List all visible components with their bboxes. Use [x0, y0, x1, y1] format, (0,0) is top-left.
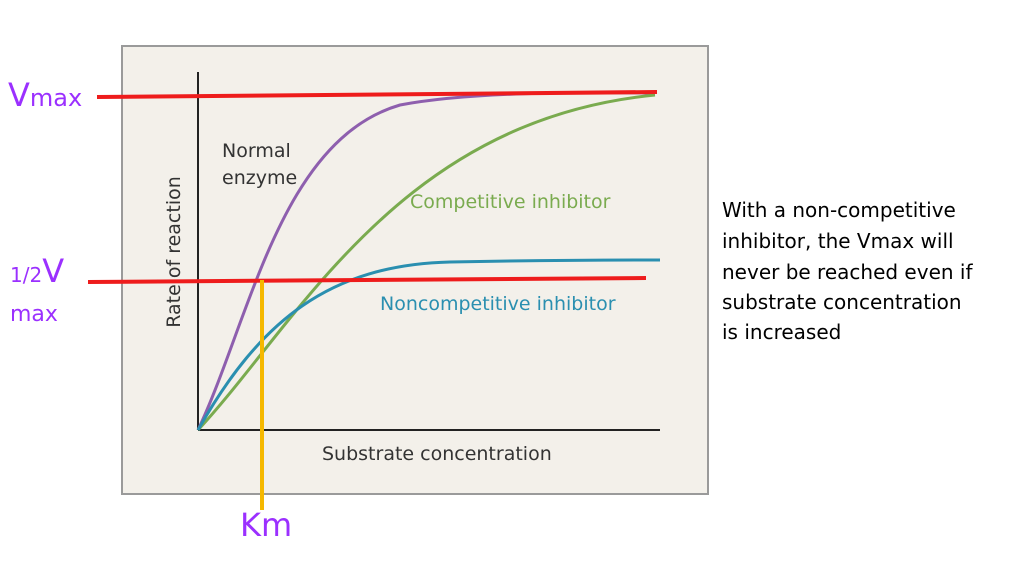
note-line: With a non-competitive — [722, 198, 956, 222]
diagram-panel: Rate of reaction Substrate concentration… — [121, 45, 709, 495]
vmax-label: Vmax — [8, 76, 82, 114]
note-line: never be reached even if — [722, 260, 973, 284]
note-line: is increased — [722, 320, 841, 344]
vmax-symbol: V — [8, 76, 30, 114]
note-line: inhibitor, the Vmax will — [722, 229, 954, 253]
competitive-curve — [196, 93, 656, 432]
noncompetitive-curve — [196, 258, 661, 431]
half-subscript: max — [10, 302, 58, 327]
note-line: substrate concentration — [722, 290, 962, 314]
y-axis-label: Rate of reaction — [163, 176, 185, 328]
half-vmax-line — [87, 276, 647, 284]
x-axis-label: Substrate concentration — [322, 443, 552, 465]
half-symbol: V — [42, 252, 64, 290]
panel-background — [121, 45, 709, 495]
vmax-line — [96, 90, 658, 99]
noncompetitive-label: Noncompetitive inhibitor — [380, 293, 616, 315]
vmax-subscript: max — [30, 84, 82, 112]
half-fraction: 1/2 — [10, 263, 42, 287]
note: With a non-competitive inhibitor, the Vm… — [722, 198, 973, 344]
normal-label: Normal — [222, 140, 291, 162]
competitive-label: Competitive inhibitor — [410, 191, 611, 213]
km-label: Km — [240, 506, 292, 544]
normal-label: enzyme — [222, 167, 297, 189]
half-vmax-label: 1/2V — [10, 252, 64, 290]
